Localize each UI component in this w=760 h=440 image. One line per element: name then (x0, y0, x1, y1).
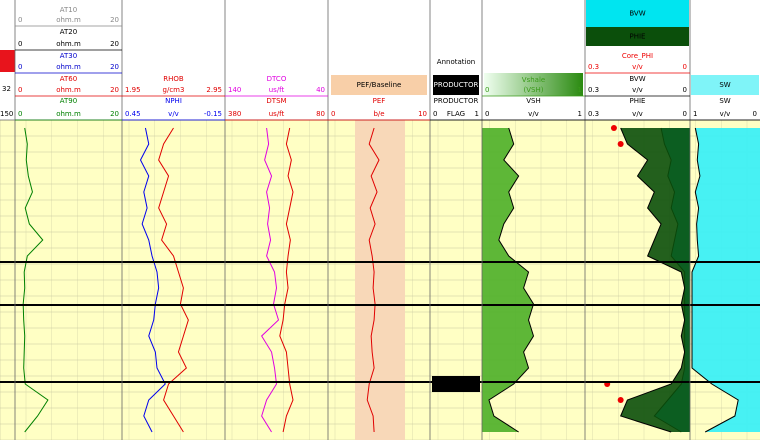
curve-name: PHIE (630, 97, 646, 105)
left-value: 32 (2, 85, 11, 93)
curve-name: Core_PHI (622, 52, 653, 60)
scale-unit: us/ft (269, 86, 285, 94)
scale-left: 0 (18, 40, 22, 48)
scale-unit: ohm.m (56, 16, 81, 24)
curve-name: Vshale (522, 76, 545, 84)
scale-unit: v/v (528, 110, 539, 118)
scale-right: -0.15 (204, 110, 222, 118)
box-label: BVW (629, 10, 645, 18)
curve-name: BVW (629, 75, 645, 83)
scale-unit: ohm.m (56, 86, 81, 94)
curve-name: AT30 (60, 52, 77, 60)
curve-fill (620, 128, 690, 432)
scale-left: 1 (693, 110, 697, 118)
box-label: PHIE (630, 33, 646, 41)
header-box (586, 0, 689, 27)
curve-name: DTSM (266, 97, 286, 105)
scale-right: 0 (683, 110, 687, 118)
scale-left: 0 (18, 110, 22, 118)
scale-left: 0 (433, 110, 437, 118)
scale-left: 0.3 (588, 110, 599, 118)
scale-left: 1.95 (125, 86, 141, 94)
scale-right: 20 (110, 40, 119, 48)
scale-right: 0 (683, 86, 687, 94)
scale-right: 2.95 (206, 86, 222, 94)
scale-right: 1 (578, 86, 582, 94)
core-point (617, 141, 624, 147)
scale-left: 140 (228, 86, 241, 94)
curve-fill (692, 128, 760, 432)
curve-fill (482, 128, 534, 432)
scale-right: 0 (683, 63, 687, 71)
scale-left: 0 (331, 110, 335, 118)
box-label: SW (719, 81, 730, 89)
scale-left: 0 (18, 63, 22, 71)
scale-unit: v/v (632, 86, 643, 94)
scale-left: 0 (485, 86, 489, 94)
vshale-box (484, 73, 583, 96)
scale-right: 0 (753, 110, 757, 118)
scale-unit: g/cm3 (163, 86, 185, 94)
curve-name: RHOB (163, 75, 184, 83)
curve-name: AT90 (60, 97, 77, 105)
scale-unit: v/v (720, 110, 731, 118)
box-label: PEF/Baseline (357, 81, 402, 89)
scale-left: 380 (228, 110, 241, 118)
header-box (433, 75, 479, 95)
scale-unit: ohm.m (56, 110, 81, 118)
curve-name: SW (719, 97, 730, 105)
curve-name: PRODUCTOR (434, 97, 479, 105)
curve-name: VSH (526, 97, 541, 105)
header-box (586, 27, 689, 46)
curve-name: DTCO (267, 75, 287, 83)
scale-unit: v/v (632, 63, 643, 71)
core-point (617, 397, 624, 403)
scale-right: 1 (578, 110, 582, 118)
scale-right: 80 (316, 110, 325, 118)
scale-unit: FLAG (447, 110, 465, 118)
core-point (610, 125, 617, 131)
scale-right: 40 (316, 86, 325, 94)
scale-right: 20 (110, 16, 119, 24)
curve-name: AT10 (60, 6, 77, 14)
curve-name: NPHI (165, 97, 182, 105)
left-flag (0, 50, 15, 72)
left-value: 150 (0, 110, 13, 118)
curve-name: AT20 (60, 28, 77, 36)
scale-left: 0 (18, 16, 22, 24)
curve-name: AT60 (60, 75, 77, 83)
scale-unit: us/ft (269, 110, 285, 118)
scale-right: 20 (110, 86, 119, 94)
scale-left: 0.3 (588, 63, 599, 71)
scale-right: 20 (110, 63, 119, 71)
header-box (691, 75, 759, 95)
zone-tops (0, 261, 760, 383)
curve-name: PEF (373, 97, 386, 105)
scale-left: 0 (485, 110, 489, 118)
flag (432, 376, 480, 392)
scale-unit: b/e (373, 110, 384, 118)
scale-unit: ohm.m (56, 63, 81, 71)
scale-unit: v/v (632, 110, 643, 118)
pef-baseline (355, 120, 405, 440)
scale-left: 0 (18, 86, 22, 94)
scale-right: 10 (418, 110, 427, 118)
scale-right: 1 (475, 110, 479, 118)
box-label: PRODUCTOR (434, 81, 479, 89)
scale-left: 0.45 (125, 110, 141, 118)
header-box (331, 75, 427, 95)
annotation-title: Annotation (437, 58, 475, 66)
scale-unit: ohm.m (56, 40, 81, 48)
scale-left: 0.3 (588, 86, 599, 94)
scale-unit: v/v (168, 110, 179, 118)
scale-right: 20 (110, 110, 119, 118)
scale-unit: (VSH) (524, 86, 544, 94)
